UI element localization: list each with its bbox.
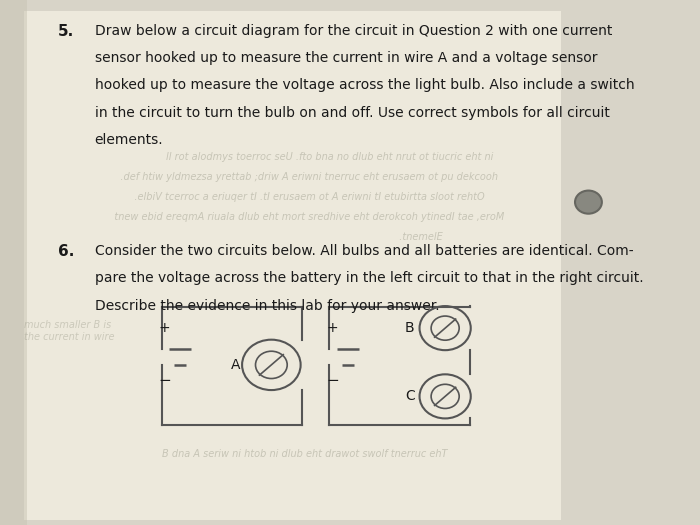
Text: elements.: elements.: [94, 133, 163, 147]
Text: Consider the two circuits below. All bulbs and all batteries are identical. Com-: Consider the two circuits below. All bul…: [94, 244, 633, 258]
Circle shape: [575, 191, 602, 214]
Text: −: −: [158, 373, 171, 388]
Text: .elbiV tcerroc a eriuqer tI .tI erusaem ot A eriwni tI etubirtta sloot rehtO: .elbiV tcerroc a eriuqer tI .tI erusaem …: [125, 192, 484, 202]
Text: B dna A seriw ni htob ni dlub eht drawot swolf tnerruc ehT: B dna A seriw ni htob ni dlub eht drawot…: [162, 449, 447, 459]
FancyBboxPatch shape: [25, 10, 561, 520]
Text: Describe the evidence in this lab for your answer.: Describe the evidence in this lab for yo…: [94, 299, 439, 313]
Text: .def htiw yldmezsa yrettab ;driw A eriwni tnerruc eht erusaem ot pu dekcooh: .def htiw yldmezsa yrettab ;driw A eriwn…: [111, 172, 498, 182]
Text: 5.: 5.: [58, 24, 74, 39]
Text: B: B: [405, 321, 414, 335]
Text: −: −: [326, 373, 339, 388]
Text: +: +: [326, 321, 338, 335]
Text: tnew ebid ereqmA riuala dlub eht mort sredhive eht derokcoh ytinedI tae ,eroM: tnew ebid ereqmA riuala dlub eht mort sr…: [105, 212, 505, 222]
Text: pare the voltage across the battery in the left circuit to that in the right cir: pare the voltage across the battery in t…: [94, 271, 643, 286]
Text: ll rot alodmys toerroc seU .fto bna no dlub eht nrut ot tiucric eht ni: ll rot alodmys toerroc seU .fto bna no d…: [116, 152, 493, 162]
Text: 6.: 6.: [58, 244, 74, 259]
Text: much smaller B is
the current in wire: much smaller B is the current in wire: [25, 320, 115, 342]
Text: +: +: [159, 321, 171, 335]
Text: in the circuit to turn the bulb on and off. Use correct symbols for all circuit: in the circuit to turn the bulb on and o…: [94, 106, 610, 120]
Text: Draw below a circuit diagram for the circuit in Question 2 with one current: Draw below a circuit diagram for the cir…: [94, 24, 612, 38]
FancyBboxPatch shape: [0, 0, 27, 525]
Text: A: A: [232, 358, 241, 372]
Text: C: C: [405, 390, 414, 403]
Text: sensor hooked up to measure the current in wire A and a voltage sensor: sensor hooked up to measure the current …: [94, 51, 597, 65]
Text: .tnemelE: .tnemelE: [167, 232, 442, 242]
Text: hooked up to measure the voltage across the light bulb. Also include a switch: hooked up to measure the voltage across …: [94, 78, 634, 92]
